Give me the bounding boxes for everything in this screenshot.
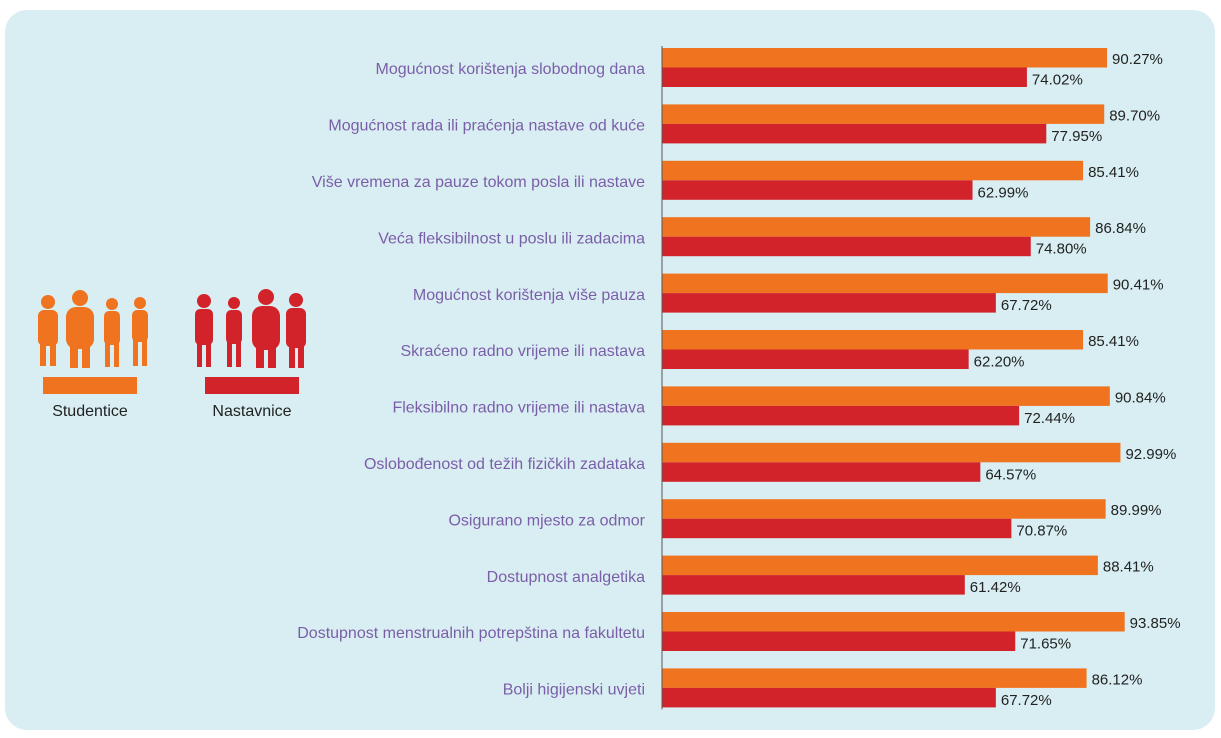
- bar: [662, 612, 1125, 632]
- value-label: 89.99%: [1111, 502, 1162, 519]
- legend-swatch: [43, 377, 137, 394]
- value-label: 92.99%: [1125, 446, 1176, 463]
- bar: [662, 668, 1087, 688]
- value-label: 93.85%: [1130, 615, 1181, 632]
- category-label: Bolji higijenski uvjeti: [503, 682, 645, 699]
- value-label: 90.41%: [1113, 277, 1164, 294]
- value-label: 90.84%: [1115, 389, 1166, 406]
- value-label: 70.87%: [1016, 523, 1067, 540]
- value-label: 72.44%: [1024, 410, 1075, 427]
- bar: [662, 386, 1110, 406]
- bar: [662, 67, 1027, 87]
- bar: [662, 555, 1098, 576]
- category-label: Veća fleksibilnost u poslu ili zadacima: [378, 230, 645, 247]
- bar: [662, 48, 1108, 68]
- category-label: Osigurano mjesto za odmor: [448, 512, 645, 529]
- bar: [662, 180, 973, 200]
- value-label: 74.80%: [1036, 241, 1087, 258]
- bar: [662, 330, 1084, 350]
- bar: [662, 236, 1031, 257]
- category-label: Mogućnost korištenja slobodnog dana: [375, 61, 645, 78]
- value-label: 86.12%: [1092, 671, 1143, 688]
- category-label: Skraćeno radno vrijeme ili nastava: [400, 343, 645, 360]
- value-label: 71.65%: [1020, 635, 1071, 652]
- value-label: 74.02%: [1032, 71, 1083, 88]
- bar: [662, 687, 996, 708]
- bar: [662, 518, 1012, 539]
- value-label: 86.84%: [1095, 220, 1146, 237]
- bar: [662, 104, 1105, 124]
- value-label: 62.99%: [978, 184, 1029, 201]
- bar: [662, 442, 1121, 463]
- value-label: 85.41%: [1088, 333, 1139, 350]
- bar: [662, 575, 965, 595]
- bar: [662, 160, 1084, 181]
- bar: [662, 123, 1047, 144]
- bar: [662, 462, 981, 482]
- bar: [662, 631, 1016, 651]
- value-label: 64.57%: [985, 466, 1036, 483]
- category-label: Dostupnost analgetika: [487, 569, 645, 586]
- category-label: Oslobođenost od težih fizičkih zadataka: [364, 456, 645, 473]
- value-label: 67.72%: [1001, 692, 1052, 709]
- student-icons: [38, 290, 148, 368]
- category-label: Mogućnost rada ili praćenja nastave od k…: [328, 118, 645, 135]
- value-label: 62.20%: [974, 353, 1025, 370]
- value-label: 61.42%: [970, 579, 1021, 596]
- value-label: 88.41%: [1103, 559, 1154, 576]
- bar: [662, 499, 1106, 519]
- category-label: Više vremena za pauze tokom posla ili na…: [312, 174, 645, 191]
- bar: [662, 217, 1091, 237]
- category-label: Fleksibilno radno vrijeme ili nastava: [392, 400, 645, 417]
- value-label: 89.70%: [1109, 107, 1160, 124]
- value-label: 90.27%: [1112, 51, 1163, 68]
- value-label: 67.72%: [1001, 297, 1052, 314]
- bar: [662, 293, 996, 313]
- legend-label: Nastavnice: [212, 403, 291, 420]
- category-label: Dostupnost menstrualnih potrepština na f…: [297, 625, 645, 642]
- bar: [662, 405, 1020, 426]
- bar: [662, 273, 1108, 294]
- value-label: 77.95%: [1051, 128, 1102, 145]
- legend-swatch: [205, 377, 299, 394]
- value-label: 85.41%: [1088, 164, 1139, 181]
- category-label: Mogućnost korištenja više pauza: [413, 287, 645, 304]
- bar: [662, 349, 969, 369]
- legend-label: Studentice: [52, 403, 128, 420]
- teacher-icons: [195, 289, 306, 368]
